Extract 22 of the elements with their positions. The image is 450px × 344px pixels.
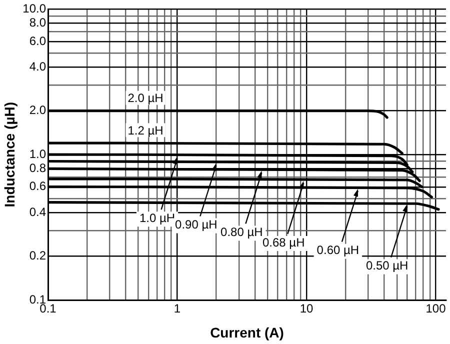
- annotation: 0.90 µH: [175, 218, 218, 232]
- x-tick-label: 1: [174, 302, 181, 316]
- y-tick-label: 0.2: [29, 248, 46, 263]
- y-tick-label: 0.4: [29, 204, 46, 219]
- series-label: 1.2 µH: [128, 123, 164, 138]
- y-tick-label: 4.0: [29, 59, 46, 74]
- series-label: 2.0 µH: [128, 91, 164, 106]
- y-tick-label: 2.0: [29, 103, 46, 118]
- y-tick-label: 1.0: [29, 146, 46, 161]
- y-tick-label: 0.6: [29, 179, 46, 194]
- annotation: 0.80 µH: [220, 225, 263, 240]
- annotation: 0.60 µH: [316, 243, 360, 258]
- x-tick-label: 10: [300, 302, 314, 316]
- x-tick-label: 100: [426, 302, 446, 316]
- annotation: 0.68 µH: [262, 235, 305, 250]
- annotation: 0.50 µH: [366, 258, 408, 273]
- y-tick-label: 8.0: [29, 16, 46, 30]
- x-axis-title: Current (A): [210, 324, 284, 340]
- y-tick-label: 10.0: [22, 2, 46, 16]
- y-tick-label: 6.0: [29, 34, 46, 48]
- y-axis-title: Inductance (µH): [1, 102, 18, 208]
- y-tick-label: 0.8: [29, 161, 46, 176]
